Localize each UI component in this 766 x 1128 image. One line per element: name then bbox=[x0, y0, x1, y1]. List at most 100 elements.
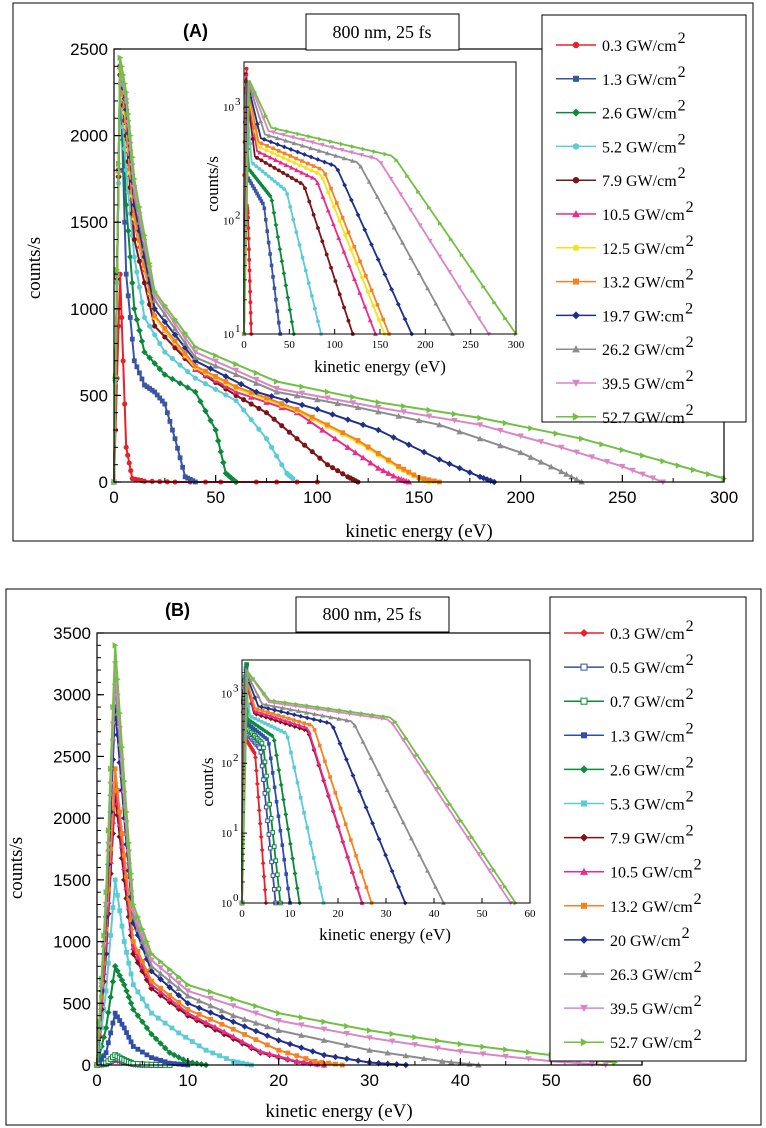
legend-marker bbox=[580, 1004, 588, 1013]
inset-data-point bbox=[247, 279, 252, 283]
inset-y-tick-label: 10 bbox=[221, 688, 233, 700]
inset-data-point bbox=[292, 160, 297, 165]
data-point bbox=[149, 1010, 154, 1016]
data-point bbox=[167, 992, 173, 998]
inset-data-point bbox=[320, 713, 326, 718]
data-point bbox=[182, 350, 188, 356]
data-point bbox=[558, 468, 565, 475]
legend-label-exponent: 2 bbox=[686, 823, 694, 840]
data-point bbox=[321, 1018, 328, 1025]
data-point bbox=[125, 452, 131, 458]
inset-data-point bbox=[417, 852, 422, 857]
inset-data-point bbox=[261, 745, 266, 751]
inset-data-point bbox=[276, 767, 282, 773]
data-point bbox=[151, 296, 158, 303]
data-point bbox=[166, 998, 173, 1006]
inset-data-point bbox=[285, 173, 290, 178]
data-point bbox=[161, 371, 169, 378]
legend-label-exponent: 2 bbox=[694, 1027, 702, 1044]
inset-data-point bbox=[253, 716, 257, 721]
legend-label: 1.3 GW/cm bbox=[602, 72, 677, 89]
data-point bbox=[118, 976, 126, 984]
data-point bbox=[380, 467, 387, 474]
data-point bbox=[148, 985, 155, 992]
inset-data-point bbox=[255, 693, 261, 698]
data-point bbox=[119, 743, 126, 751]
legend-marker bbox=[580, 970, 588, 978]
inset-data-point bbox=[363, 804, 369, 810]
data-point bbox=[152, 389, 158, 395]
inset-data-point bbox=[310, 140, 315, 145]
inset-data-point bbox=[303, 165, 308, 170]
data-point bbox=[197, 398, 204, 405]
inset-data-point bbox=[433, 884, 438, 889]
data-point bbox=[588, 1061, 596, 1068]
inset-data-point bbox=[292, 721, 298, 726]
inset-data-point bbox=[437, 220, 443, 226]
inset-data-point bbox=[276, 713, 281, 718]
inset-data-point bbox=[272, 707, 278, 713]
data-point bbox=[115, 892, 120, 898]
data-point bbox=[207, 988, 214, 996]
data-point bbox=[111, 963, 119, 970]
data-point bbox=[112, 1010, 118, 1016]
inset-data-point bbox=[258, 749, 264, 755]
inset-data-point bbox=[294, 156, 299, 161]
data-point bbox=[152, 288, 158, 295]
data-point bbox=[192, 343, 199, 351]
data-point bbox=[202, 1019, 210, 1025]
inset-data-point bbox=[306, 281, 311, 286]
inset-data-point bbox=[261, 777, 266, 782]
inset-data-point bbox=[273, 715, 278, 720]
inset-data-point bbox=[288, 165, 294, 170]
inset-data-point bbox=[274, 297, 278, 302]
inset-data-point bbox=[254, 709, 259, 714]
inset-data-point bbox=[256, 807, 262, 813]
legend-label-exponent: 2 bbox=[686, 686, 694, 703]
data-point bbox=[144, 938, 151, 945]
data-point bbox=[264, 1042, 270, 1048]
data-point bbox=[167, 966, 173, 973]
inset-data-point bbox=[319, 142, 325, 148]
data-point bbox=[134, 269, 140, 275]
data-point bbox=[177, 455, 183, 461]
data-point bbox=[218, 1007, 226, 1014]
panel-b-inset-bg bbox=[208, 654, 533, 940]
data-point bbox=[446, 460, 453, 468]
inset-data-point bbox=[323, 759, 327, 764]
data-point bbox=[175, 985, 182, 992]
data-point bbox=[137, 237, 142, 243]
inset-x-tick-label: 20 bbox=[333, 908, 345, 920]
panel-a-ylabel: counts/s bbox=[24, 237, 45, 299]
data-point bbox=[119, 1021, 125, 1027]
inset-data-point bbox=[265, 818, 270, 824]
inset-data-point bbox=[481, 284, 486, 289]
data-point bbox=[148, 1030, 155, 1038]
data-point bbox=[706, 471, 712, 478]
data-point bbox=[350, 393, 357, 401]
inset-data-point bbox=[281, 797, 286, 802]
inset-data-point bbox=[312, 727, 317, 732]
data-point bbox=[143, 1024, 151, 1032]
inset-data-point bbox=[248, 141, 253, 146]
y-tick-label: 0 bbox=[82, 1056, 91, 1075]
data-point bbox=[230, 1033, 237, 1040]
data-point bbox=[130, 1006, 137, 1013]
inset-data-point bbox=[246, 703, 251, 708]
data-point bbox=[269, 444, 275, 450]
legend-label: 19.7 GW:cm bbox=[602, 308, 685, 325]
inset-data-point bbox=[266, 722, 270, 727]
data-point bbox=[114, 266, 121, 274]
data-point bbox=[185, 369, 191, 375]
data-point bbox=[119, 314, 125, 321]
inset-data-point bbox=[292, 765, 297, 770]
panel-a-xlabel: kinetic energy (eV) bbox=[345, 521, 492, 542]
data-point bbox=[385, 470, 392, 476]
inset-data-point bbox=[303, 186, 307, 191]
data-point bbox=[389, 1030, 396, 1038]
y-tick-label: 500 bbox=[80, 386, 108, 405]
inset-data-point bbox=[308, 154, 314, 160]
data-point bbox=[320, 1051, 328, 1059]
inset-series-line bbox=[241, 668, 512, 904]
